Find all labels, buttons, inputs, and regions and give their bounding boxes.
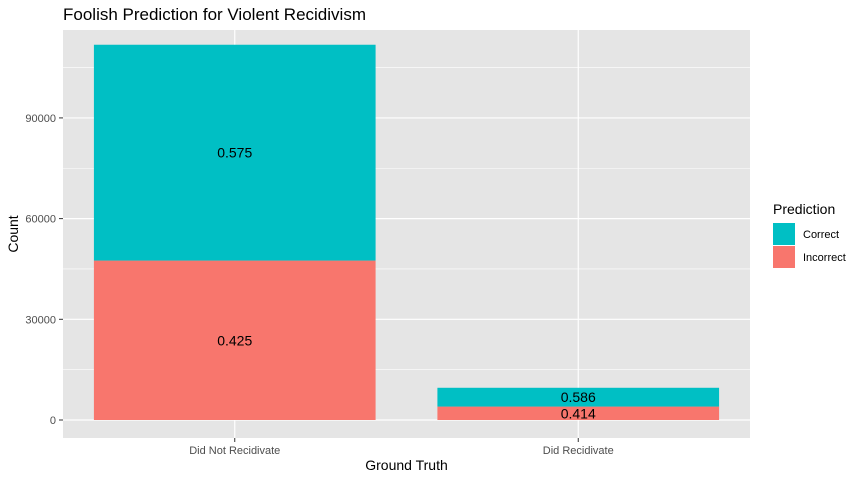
bar-incorrect-2 (437, 406, 720, 420)
x-tick-label: Did Recidivate (543, 445, 614, 457)
legend-label-incorrect: Incorrect (803, 252, 846, 264)
bars (93, 44, 720, 420)
data-label: 0.575 (217, 145, 252, 161)
x-axis: Did Not Recidivate Did Recidivate (189, 438, 614, 457)
chart-title: Foolish Prediction for Violent Recidivis… (63, 5, 366, 24)
data-label: 0.425 (217, 332, 252, 348)
y-axis: 0 30000 60000 90000 (25, 113, 63, 427)
y-tick-label: 0 (50, 415, 56, 427)
x-tick-label: Did Not Recidivate (189, 445, 280, 457)
bar-correct-1 (93, 44, 376, 261)
y-tick-label: 90000 (25, 113, 56, 125)
x-axis-title: Ground Truth (365, 457, 448, 473)
y-tick-label: 30000 (25, 314, 56, 326)
y-tick-label: 60000 (25, 214, 56, 226)
data-label: 0.414 (561, 405, 596, 421)
bar-correct-2 (437, 387, 720, 407)
legend-title: Prediction (773, 201, 835, 217)
bar-incorrect-1 (93, 260, 376, 420)
legend-label-correct: Correct (803, 229, 839, 241)
y-axis-title: Count (5, 215, 21, 252)
legend-key-incorrect (773, 246, 795, 268)
data-label: 0.586 (561, 389, 596, 405)
legend: Prediction Correct Incorrect (773, 201, 846, 268)
legend-key-correct (773, 223, 795, 245)
